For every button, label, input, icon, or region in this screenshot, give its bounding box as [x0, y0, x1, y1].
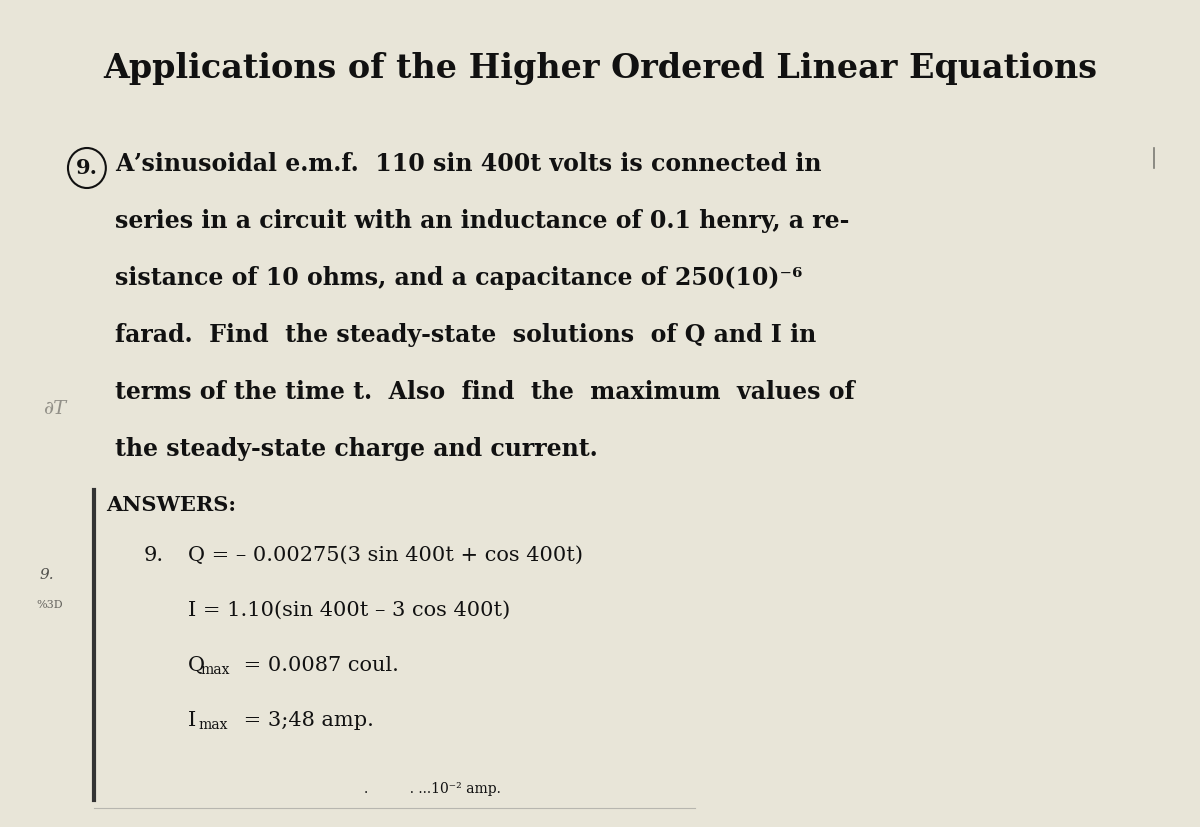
Text: Q = – 0.00275(3 sin 400t + cos 400t): Q = – 0.00275(3 sin 400t + cos 400t): [188, 546, 583, 565]
Text: I = 1.10(sin 400t – 3 cos 400t): I = 1.10(sin 400t – 3 cos 400t): [188, 601, 510, 620]
Text: terms of the time t.  Also  find  the  maximum  values of: terms of the time t. Also find the maxim…: [115, 380, 854, 404]
Text: %3D: %3D: [37, 600, 64, 610]
Text: Q: Q: [188, 656, 205, 675]
Text: 9.: 9.: [76, 158, 98, 178]
Text: = 3;48 amp.: = 3;48 amp.: [238, 711, 374, 730]
Text: sistance of 10 ohms, and a capacitance of 250(10)⁻⁶: sistance of 10 ohms, and a capacitance o…: [115, 266, 803, 290]
Text: 9.: 9.: [40, 568, 54, 582]
Text: I: I: [188, 711, 197, 730]
Text: farad.  Find  the steady-state  solutions  of Q and I in: farad. Find the steady-state solutions o…: [115, 323, 816, 347]
Text: = 0.0087 coul.: = 0.0087 coul.: [238, 656, 400, 675]
Text: .: .: [364, 782, 367, 796]
Text: . ...10⁻² amp.: . ...10⁻² amp.: [401, 782, 502, 796]
Text: Applications of the Higher Ordered Linear Equations: Applications of the Higher Ordered Linea…: [103, 52, 1097, 85]
Text: the steady-state charge and current.: the steady-state charge and current.: [115, 437, 598, 461]
Text: Aʼsinusoidal e.m.f.  110 sin 400t volts is connected in: Aʼsinusoidal e.m.f. 110 sin 400t volts i…: [115, 152, 822, 176]
Text: ∂T: ∂T: [43, 400, 66, 418]
Text: series in a circuit with an inductance of 0.1 henry, a re-: series in a circuit with an inductance o…: [115, 209, 850, 233]
Text: 9.: 9.: [144, 546, 164, 565]
Text: max: max: [200, 663, 230, 677]
Text: ANSWERS:: ANSWERS:: [106, 495, 236, 515]
Text: max: max: [199, 718, 228, 732]
